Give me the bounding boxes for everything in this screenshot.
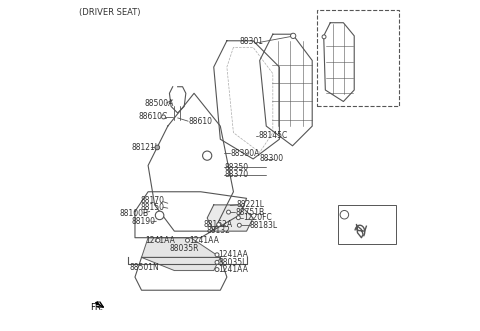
Text: 88300: 88300 (259, 155, 283, 164)
Circle shape (227, 210, 230, 214)
Text: B: B (157, 213, 162, 218)
Text: 88390A: 88390A (230, 149, 260, 158)
Text: 88221L: 88221L (237, 200, 264, 210)
Circle shape (215, 267, 219, 271)
Text: 88035L: 88035L (219, 258, 247, 267)
Text: 1339CC: 1339CC (322, 31, 350, 37)
Circle shape (290, 33, 296, 38)
Text: 88145C: 88145C (258, 131, 288, 140)
Polygon shape (142, 238, 220, 270)
Circle shape (216, 223, 221, 226)
Text: 88610: 88610 (188, 117, 212, 126)
FancyBboxPatch shape (317, 10, 399, 107)
Text: 88132: 88132 (206, 226, 230, 235)
Circle shape (155, 145, 159, 150)
Text: FR.: FR. (90, 303, 103, 312)
Text: 1241AA: 1241AA (219, 250, 249, 259)
Text: 1220FC: 1220FC (243, 213, 272, 222)
Text: 88183L: 88183L (250, 221, 278, 230)
Text: 88100B: 88100B (119, 209, 148, 217)
Text: 1241AA: 1241AA (145, 236, 175, 245)
Polygon shape (207, 205, 253, 231)
Circle shape (215, 253, 219, 257)
Text: 88501N: 88501N (129, 263, 159, 272)
Text: (DRIVER SEAT): (DRIVER SEAT) (79, 8, 141, 17)
Text: B: B (205, 153, 210, 159)
Text: 88500A: 88500A (144, 99, 174, 108)
Text: 88027: 88027 (356, 210, 380, 219)
Circle shape (322, 35, 326, 39)
Circle shape (162, 115, 166, 119)
Polygon shape (96, 302, 98, 305)
Circle shape (156, 238, 160, 242)
Circle shape (340, 211, 348, 219)
Text: 1241AA: 1241AA (219, 265, 249, 274)
Text: 88301: 88301 (240, 37, 264, 46)
Circle shape (238, 223, 241, 227)
Text: (W/SIDE AIR BAG): (W/SIDE AIR BAG) (321, 14, 385, 21)
Circle shape (215, 260, 219, 264)
Circle shape (203, 151, 212, 160)
Circle shape (236, 216, 240, 220)
Text: 88150: 88150 (140, 203, 164, 212)
Text: 88162A: 88162A (204, 220, 233, 229)
Text: 88170: 88170 (140, 196, 164, 205)
Text: 88190: 88190 (131, 217, 155, 226)
Circle shape (156, 211, 164, 220)
Text: 88751B: 88751B (235, 208, 264, 216)
Text: 88610C: 88610C (139, 113, 168, 121)
Text: 88035R: 88035R (170, 244, 199, 253)
FancyBboxPatch shape (338, 205, 396, 244)
Text: 88301: 88301 (341, 20, 364, 26)
Text: B: B (342, 212, 347, 218)
Text: 88370: 88370 (224, 170, 248, 179)
Text: 1241AA: 1241AA (189, 236, 219, 245)
Text: 88350: 88350 (224, 163, 248, 172)
Circle shape (185, 238, 190, 242)
Text: 88121L: 88121L (131, 143, 159, 152)
